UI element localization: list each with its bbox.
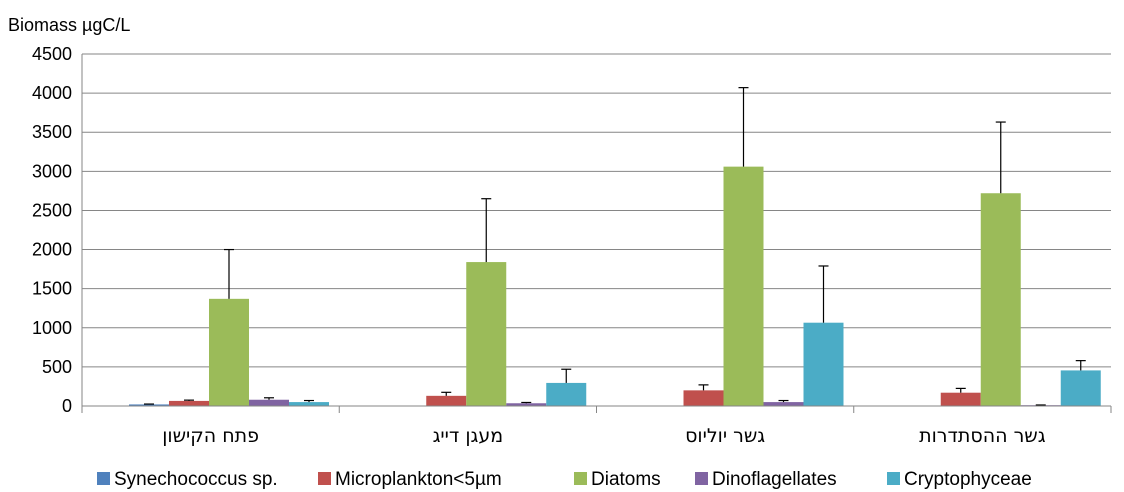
legend-label: Dinoflagellates bbox=[712, 469, 837, 490]
category-label: מעגן דייג bbox=[433, 425, 504, 447]
category-labels: פתח הקישון מעגן דייג גשר יוליוס גשר ההסתדרו… bbox=[162, 425, 1046, 447]
y-tick-label: 3000 bbox=[32, 161, 72, 181]
axes bbox=[81, 54, 1112, 413]
bar bbox=[506, 403, 547, 406]
bar bbox=[1060, 370, 1101, 406]
y-tick-label: 3500 bbox=[32, 122, 72, 142]
legend-swatch bbox=[695, 472, 708, 485]
legend-swatch bbox=[97, 472, 110, 485]
bar bbox=[683, 390, 724, 406]
bar bbox=[426, 395, 467, 406]
bar bbox=[723, 166, 764, 406]
y-tick-label: 0 bbox=[62, 396, 72, 416]
legend-swatch bbox=[318, 472, 331, 485]
y-tick-label: 1000 bbox=[32, 318, 72, 338]
bars bbox=[129, 166, 1101, 406]
y-tick-label: 500 bbox=[42, 357, 72, 377]
legend-swatch bbox=[574, 472, 587, 485]
bar bbox=[763, 402, 804, 406]
bar bbox=[169, 400, 209, 406]
bar bbox=[249, 399, 289, 406]
y-tick-label: 1500 bbox=[32, 279, 72, 299]
bar bbox=[466, 262, 507, 406]
y-tick-labels: 0 500 1000 1500 2000 2500 3000 3500 4000 4500 bbox=[32, 44, 72, 416]
category-label: פתח הקישון bbox=[162, 425, 259, 447]
legend-label: Synechococcus sp. bbox=[114, 469, 278, 490]
legend: Synechococcus sp. Microplankton<5µm Diatom… bbox=[97, 469, 1032, 490]
error-bars bbox=[144, 87, 1086, 406]
bar bbox=[129, 404, 169, 406]
y-axis-title: Biomass µgC/L bbox=[8, 15, 130, 35]
bar bbox=[940, 392, 981, 406]
bar bbox=[980, 193, 1021, 406]
legend-label: Microplankton<5µm bbox=[335, 469, 502, 490]
legend-label: Cryptophyceae bbox=[904, 469, 1032, 490]
bar bbox=[289, 402, 329, 406]
y-tick-label: 4500 bbox=[32, 44, 72, 64]
y-tick-label: 2500 bbox=[32, 200, 72, 220]
category-label: גשר ההסתדרות bbox=[919, 425, 1046, 447]
category-label: גשר יוליוס bbox=[685, 425, 765, 447]
bar bbox=[803, 322, 844, 406]
bar bbox=[546, 382, 587, 406]
y-tick-label: 4000 bbox=[32, 83, 72, 103]
legend-label: Diatoms bbox=[591, 469, 661, 490]
y-tick-label: 2000 bbox=[32, 240, 72, 260]
bar bbox=[209, 298, 249, 406]
gridlines bbox=[82, 53, 1111, 368]
legend-swatch bbox=[887, 472, 900, 485]
